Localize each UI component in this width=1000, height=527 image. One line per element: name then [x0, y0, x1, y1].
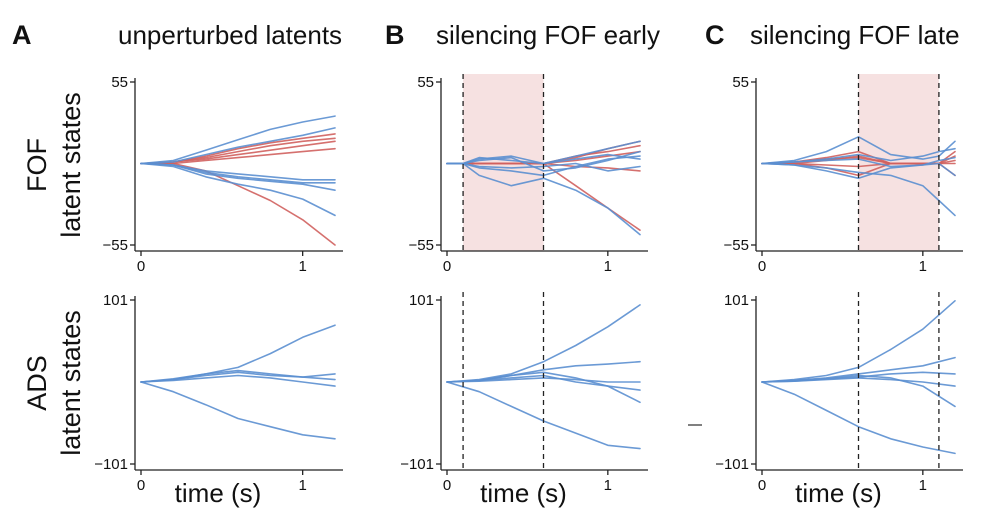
- x-tick-label: 0: [137, 477, 145, 494]
- panel-letter: A: [12, 20, 32, 50]
- series-line-red: [140, 147, 336, 165]
- series-line-blue: [446, 153, 641, 165]
- y-tick-label: 55: [417, 74, 434, 91]
- panel-title: silencing FOF late: [750, 20, 960, 50]
- panel-title: unperturbed latents: [118, 20, 342, 50]
- series-group: [140, 115, 336, 246]
- row-label-line1: FOF: [22, 138, 52, 192]
- y-tick-label: −101: [715, 456, 749, 473]
- y-tick-label: 101: [724, 292, 749, 309]
- x-tick-label: 1: [919, 258, 927, 275]
- row-label-line1: ADS: [22, 355, 52, 411]
- x-tick-label: 1: [604, 258, 612, 275]
- x-tick-label: 1: [298, 477, 306, 494]
- x-axis-label: time (s): [480, 478, 567, 508]
- x-tick-label: 0: [443, 477, 451, 494]
- x-axis-label: time (s): [175, 478, 262, 508]
- panel-c-ads: 101 −101 0 1 time (s): [715, 292, 963, 508]
- y-tick-label: −55: [724, 237, 749, 254]
- y-tick-label: 55: [111, 74, 128, 91]
- series-line-blue: [140, 162, 336, 181]
- series-line-blue: [140, 127, 336, 165]
- panel-letter: C: [705, 20, 725, 50]
- x-tick-label: 0: [443, 258, 451, 275]
- series-line-blue: [446, 162, 641, 172]
- y-tick-label: 101: [103, 292, 128, 309]
- series-line-blue: [140, 162, 336, 217]
- series-line-blue: [140, 381, 336, 440]
- series-group: [446, 140, 641, 236]
- x-tick-label: 0: [758, 258, 766, 275]
- panel-b-ads: 101 −101 0 1 time (s): [400, 292, 648, 508]
- series-line-red: [140, 162, 336, 246]
- series-line-blue: [761, 136, 956, 165]
- series-line-blue: [140, 374, 336, 387]
- x-tick-label: 0: [758, 477, 766, 494]
- series-line-blue: [140, 324, 336, 383]
- series-line-blue: [761, 162, 956, 217]
- y-tick-label: −101: [400, 456, 434, 473]
- y-tick-label: −55: [103, 237, 128, 254]
- series-line-blue: [761, 156, 956, 168]
- series-line-blue: [761, 381, 956, 455]
- y-tick-label: 55: [732, 74, 749, 91]
- series-group: [761, 136, 956, 217]
- row-label-line2: latent states: [56, 310, 86, 456]
- x-tick-label: 1: [604, 477, 612, 494]
- x-tick-label: 0: [137, 258, 145, 275]
- x-tick-label: 1: [298, 258, 306, 275]
- row-label-fof: FOF latent states: [22, 92, 86, 238]
- y-tick-label: −55: [409, 237, 434, 254]
- y-tick-label: −101: [94, 456, 128, 473]
- y-tick-label: 101: [409, 292, 434, 309]
- panel-title: silencing FOF early: [436, 20, 660, 50]
- panel-letter: B: [385, 20, 405, 50]
- row-label-line2: latent states: [56, 92, 86, 238]
- panel-a-ads: 101 −101 0 1 time (s): [94, 292, 343, 508]
- series-line-red: [140, 133, 336, 165]
- row-label-ads: ADS latent states: [22, 310, 86, 456]
- x-axis-label: time (s): [795, 478, 882, 508]
- series-line-blue: [140, 115, 336, 165]
- series-group: [140, 324, 336, 440]
- x-tick-label: 1: [919, 477, 927, 494]
- series-line-blue: [446, 162, 641, 236]
